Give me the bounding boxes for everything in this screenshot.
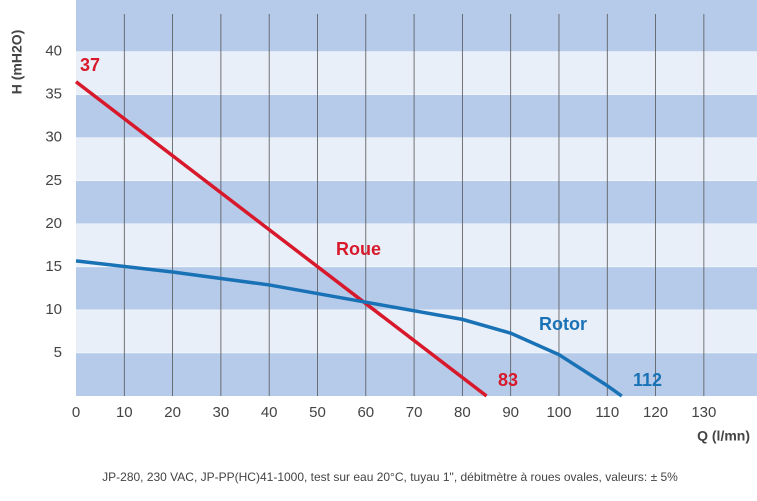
x-tick-label: 0 [72, 404, 80, 421]
annotation: 112 [633, 370, 662, 390]
series-label: Rotor [539, 314, 587, 334]
y-tick-label: 5 [54, 344, 62, 361]
band [76, 94, 757, 138]
series-label: Roue [336, 239, 381, 259]
x-tick-label: 50 [309, 404, 326, 421]
x-tick-label: 20 [164, 404, 181, 421]
y-tick-label: 10 [45, 301, 62, 318]
x-tick-label: 10 [116, 404, 133, 421]
y-tick-label: 40 [45, 43, 62, 60]
line [75, 259, 623, 398]
x-tick-label: 40 [261, 404, 278, 421]
annotation: 37 [80, 55, 100, 75]
x-tick-label: 80 [454, 404, 471, 421]
y-tick-label: 30 [45, 129, 62, 146]
y-tick-label: 25 [45, 172, 62, 189]
band [76, 0, 757, 52]
y-tick-label: 15 [45, 258, 62, 275]
x-axis-label: Q (l/mn) [697, 428, 750, 444]
band [76, 51, 757, 95]
band [76, 137, 757, 181]
line [74, 80, 488, 398]
y-tick-label: 20 [45, 215, 62, 232]
x-tick-label: 60 [357, 404, 374, 421]
x-tick-label: 30 [213, 404, 230, 421]
band [76, 352, 757, 396]
band [76, 180, 757, 224]
x-tick-label: 70 [406, 404, 423, 421]
x-tick-label: 130 [691, 404, 716, 421]
footnote: JP-280, 230 VAC, JP-PP(HC)41-1000, test … [102, 470, 678, 484]
x-tick-label: 110 [595, 404, 619, 421]
y-axis-label: H (mH2O) [9, 30, 25, 95]
x-tick-label: 90 [502, 404, 519, 421]
plot-area [76, 0, 757, 396]
annotation: 83 [498, 370, 518, 390]
band [76, 309, 757, 353]
x-tick-label: 100 [546, 404, 571, 421]
x-tick-label: 120 [643, 404, 668, 421]
band [76, 223, 757, 267]
y-tick-label: 35 [45, 86, 62, 103]
